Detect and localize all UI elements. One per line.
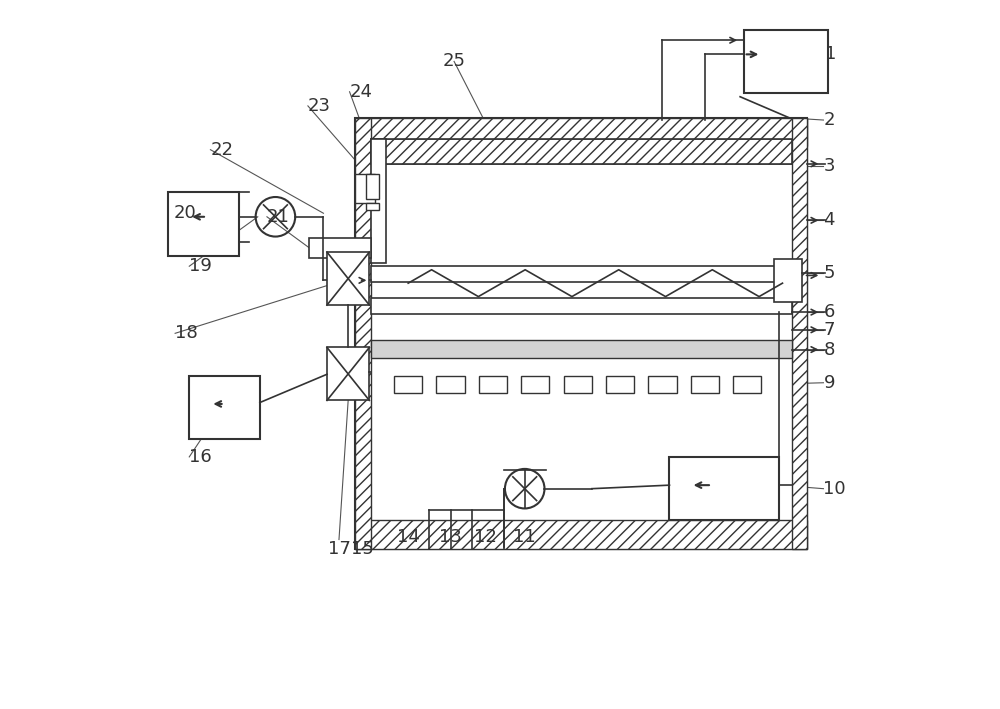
Text: 13: 13: [439, 527, 462, 545]
Text: 22: 22: [210, 140, 233, 159]
Bar: [648, 376, 677, 393]
Bar: [371, 139, 792, 164]
Text: 11: 11: [513, 527, 536, 545]
Bar: [355, 118, 371, 549]
Bar: [371, 340, 792, 358]
Bar: [371, 139, 386, 263]
Text: 17: 17: [328, 540, 350, 557]
Text: 6: 6: [823, 303, 835, 321]
Bar: [564, 376, 592, 393]
Text: 20: 20: [174, 204, 196, 222]
Bar: [371, 266, 792, 281]
Bar: [189, 376, 260, 440]
Bar: [309, 238, 371, 258]
Bar: [371, 298, 792, 313]
Text: 9: 9: [823, 374, 835, 392]
Bar: [774, 259, 802, 301]
Bar: [436, 376, 465, 393]
Bar: [355, 174, 375, 203]
Bar: [355, 118, 807, 146]
Text: 10: 10: [823, 480, 846, 498]
Text: 5: 5: [823, 264, 835, 282]
Bar: [366, 174, 379, 199]
Bar: [355, 520, 807, 549]
Bar: [394, 376, 422, 393]
Bar: [744, 30, 828, 93]
Bar: [371, 139, 792, 164]
Bar: [521, 376, 549, 393]
Text: 24: 24: [350, 83, 373, 101]
Text: 1: 1: [825, 45, 836, 63]
Text: 16: 16: [189, 448, 212, 466]
Text: 8: 8: [823, 340, 835, 359]
Bar: [792, 118, 807, 549]
Text: 18: 18: [175, 324, 198, 342]
Bar: [479, 376, 507, 393]
Text: 25: 25: [443, 52, 466, 70]
Text: 23: 23: [308, 97, 331, 115]
Text: 14: 14: [397, 527, 420, 545]
Bar: [366, 203, 379, 210]
Bar: [733, 376, 761, 393]
Text: 12: 12: [474, 527, 497, 545]
Bar: [168, 192, 239, 256]
Text: 2: 2: [823, 111, 835, 129]
Bar: [691, 376, 719, 393]
Text: 3: 3: [823, 157, 835, 175]
Bar: [327, 347, 369, 401]
Text: 4: 4: [823, 211, 835, 229]
Text: 15: 15: [351, 540, 374, 557]
Bar: [355, 118, 807, 549]
Text: 7: 7: [823, 320, 835, 339]
Bar: [327, 252, 369, 305]
Text: 19: 19: [189, 257, 212, 275]
Text: 21: 21: [267, 208, 290, 225]
Bar: [669, 457, 779, 520]
Bar: [606, 376, 634, 393]
